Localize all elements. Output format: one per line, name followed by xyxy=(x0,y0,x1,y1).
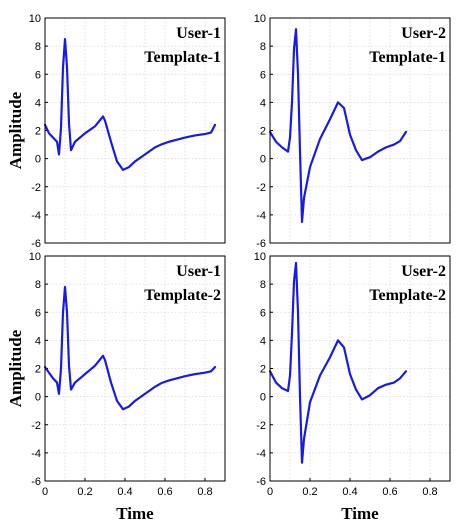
y-tick-label: 6 xyxy=(35,307,41,319)
y-tick-label: 4 xyxy=(260,97,266,109)
x-tick-label: 0.6 xyxy=(382,486,397,498)
annotation-line: User-1 xyxy=(176,25,221,42)
y-tick-label: -2 xyxy=(31,420,41,432)
y-tick-label: 10 xyxy=(29,13,41,25)
y-tick-label: 10 xyxy=(254,13,266,25)
y-tick-label: 6 xyxy=(260,69,266,81)
x-tick-label: 0.8 xyxy=(422,486,437,498)
y-tick-label: -4 xyxy=(31,448,41,460)
y-tick-label: 8 xyxy=(35,41,41,53)
y-tick-label: 6 xyxy=(260,307,266,319)
axes-frame xyxy=(44,255,226,482)
y-tick-label: -2 xyxy=(256,420,266,432)
y-axis-label: Amplitude xyxy=(6,91,25,169)
y-tick-label: -4 xyxy=(31,210,41,222)
x-tick-label: 0.8 xyxy=(197,486,212,498)
x-tick-label: 0.6 xyxy=(157,486,172,498)
annotation-line: User-2 xyxy=(401,25,446,42)
y-tick-label: -4 xyxy=(256,448,266,460)
y-tick-label: 10 xyxy=(29,251,41,263)
y-tick-label: 8 xyxy=(260,41,266,53)
annotation-line: Template-2 xyxy=(144,287,221,304)
y-tick-label: 2 xyxy=(35,126,41,138)
y-tick-label: 2 xyxy=(35,364,41,376)
annotation-line: Template-1 xyxy=(144,49,221,66)
y-tick-label: 8 xyxy=(260,279,266,291)
y-tick-label: 0 xyxy=(35,154,41,166)
x-tick-label: 0 xyxy=(42,486,48,498)
series-line-1 xyxy=(268,28,408,224)
plot-area xyxy=(45,18,225,243)
panel-4: -6 -4 -2 0 2 4 6 8 10 0 0.2 0.4 0.6 0.8 User-2 Template… xyxy=(254,251,451,523)
y-axis-label: Amplitude xyxy=(6,329,25,407)
annotation-line: Template-1 xyxy=(369,49,446,66)
x-tick-label: 0.4 xyxy=(342,486,357,498)
annotation-line: User-2 xyxy=(401,263,446,280)
axes-frame xyxy=(44,17,226,244)
y-tick-label: -6 xyxy=(31,238,41,250)
y-tick-label: 4 xyxy=(260,335,266,347)
y-tick-label: -4 xyxy=(256,210,266,222)
y-tick-label: -6 xyxy=(256,476,266,488)
y-tick-label: 10 xyxy=(254,251,266,263)
x-tick-label: 0.2 xyxy=(77,486,92,498)
y-tick-label: 0 xyxy=(35,392,41,404)
x-axis-label: Time xyxy=(341,504,379,523)
plot-area xyxy=(45,256,225,481)
y-tick-label: 0 xyxy=(260,392,266,404)
y-tick-label: 2 xyxy=(260,126,266,138)
y-tick-label: -2 xyxy=(31,182,41,194)
y-tick-label: -6 xyxy=(256,238,266,250)
panel-2: -6 -4 -2 0 2 4 6 8 10 User-2 Template-1 xyxy=(254,13,451,250)
series-line-1 xyxy=(43,285,217,411)
y-tick-label: 4 xyxy=(35,97,41,109)
x-tick-label: 0.4 xyxy=(117,486,132,498)
series-line-1 xyxy=(43,37,217,171)
y-tick-label: 0 xyxy=(260,154,266,166)
panel-1: -6 -4 -2 0 2 4 6 8 10 User-1 Template-1 Amplitude xyxy=(6,13,226,250)
x-axis-label: Time xyxy=(116,504,154,523)
y-tick-label: 2 xyxy=(260,364,266,376)
y-tick-label: 4 xyxy=(35,335,41,347)
annotation-line: Template-2 xyxy=(369,287,446,304)
axes-frame xyxy=(269,255,451,482)
y-tick-label: -2 xyxy=(256,182,266,194)
x-tick-label: 0.2 xyxy=(302,486,317,498)
series-line-1 xyxy=(268,261,408,464)
x-tick-label: 0 xyxy=(267,486,273,498)
y-tick-label: -6 xyxy=(31,476,41,488)
axes-frame xyxy=(269,17,451,244)
y-tick-label: 6 xyxy=(35,69,41,81)
annotation-line: User-1 xyxy=(176,263,221,280)
y-tick-label: 8 xyxy=(35,279,41,291)
panel-3: -6 -4 -2 0 2 4 6 8 10 0 0.2 0.4 0.6 0.8 User-1 Template… xyxy=(6,251,226,523)
